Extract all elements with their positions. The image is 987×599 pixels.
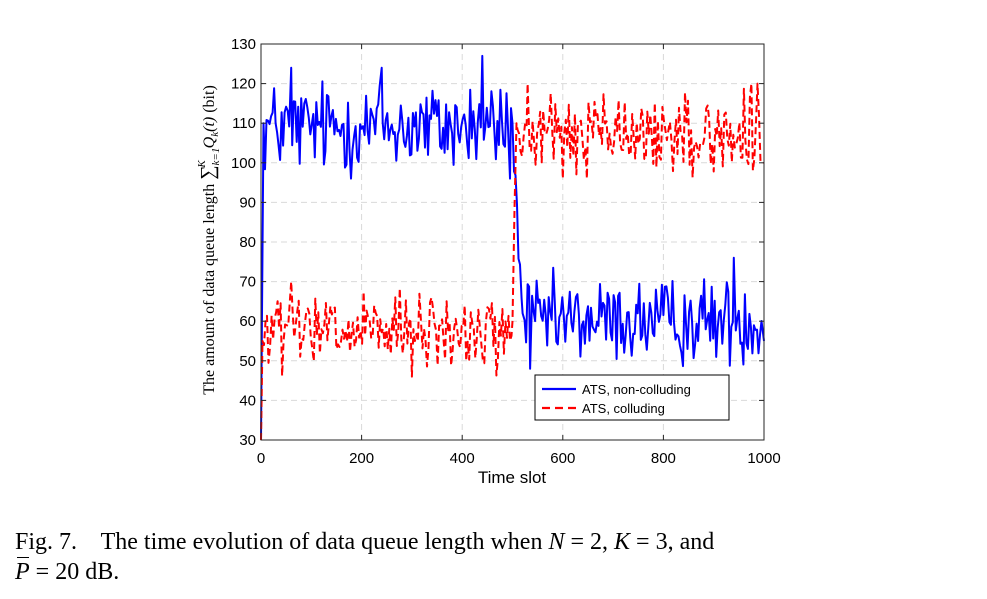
x-tick-label: 400 bbox=[450, 450, 475, 467]
caption-label: Fig. 7. bbox=[15, 529, 78, 555]
y-tick-label: 70 bbox=[239, 274, 256, 291]
series-line-non-colluding bbox=[260, 54, 765, 441]
y-axis-label: The amount of data queue length ∑k=1KQk(… bbox=[196, 85, 222, 395]
y-tick-label: 120 bbox=[231, 76, 256, 93]
caption-var-p-bar: P bbox=[15, 557, 30, 585]
caption-text: The time evolution of data queue length … bbox=[100, 529, 543, 555]
y-tick-label: 90 bbox=[239, 194, 256, 211]
y-tick-label: 40 bbox=[239, 392, 256, 409]
legend: ATS, non-colluding ATS, colluding bbox=[534, 374, 730, 421]
y-tick-label: 110 bbox=[232, 115, 256, 132]
x-tick-label: 800 bbox=[651, 450, 676, 467]
x-axis-label: Time slot bbox=[478, 468, 547, 487]
legend-label-non-colluding: ATS, non-colluding bbox=[582, 382, 691, 397]
series-line-colluding bbox=[260, 82, 765, 441]
caption-eq-p: = 20 dB. bbox=[35, 559, 120, 585]
legend-label-colluding: ATS, colluding bbox=[582, 401, 665, 416]
y-tick-label: 100 bbox=[231, 155, 256, 172]
y-tick-label: 80 bbox=[239, 234, 256, 251]
figure-caption: Fig. 7. The time evolution of data queue… bbox=[15, 527, 975, 587]
y-tick-label: 130 bbox=[231, 36, 256, 53]
axes bbox=[260, 43, 765, 441]
x-tick-label: 1000 bbox=[747, 450, 780, 467]
x-tick-label: 200 bbox=[349, 450, 374, 467]
y-tick-label: 30 bbox=[239, 432, 256, 449]
series-layer bbox=[260, 54, 765, 441]
caption-var-n: N bbox=[548, 529, 565, 555]
line-chart: 0 200 400 600 800 1000 30 40 50 60 70 80 90 100 110 120… bbox=[196, 36, 781, 487]
y-tick-label: 60 bbox=[239, 313, 256, 330]
x-tick-label: 600 bbox=[550, 450, 575, 467]
caption-eq-k: = 3, and bbox=[636, 529, 715, 555]
legend-box bbox=[534, 374, 730, 421]
caption-eq-n: = 2, bbox=[570, 529, 609, 555]
tick-labels: 0 200 400 600 800 1000 30 40 50 60 70 80 90 100 110 120… bbox=[231, 36, 781, 467]
y-tick-label: 50 bbox=[239, 353, 256, 370]
x-tick-label: 0 bbox=[257, 450, 265, 467]
caption-var-k: K bbox=[614, 529, 631, 555]
